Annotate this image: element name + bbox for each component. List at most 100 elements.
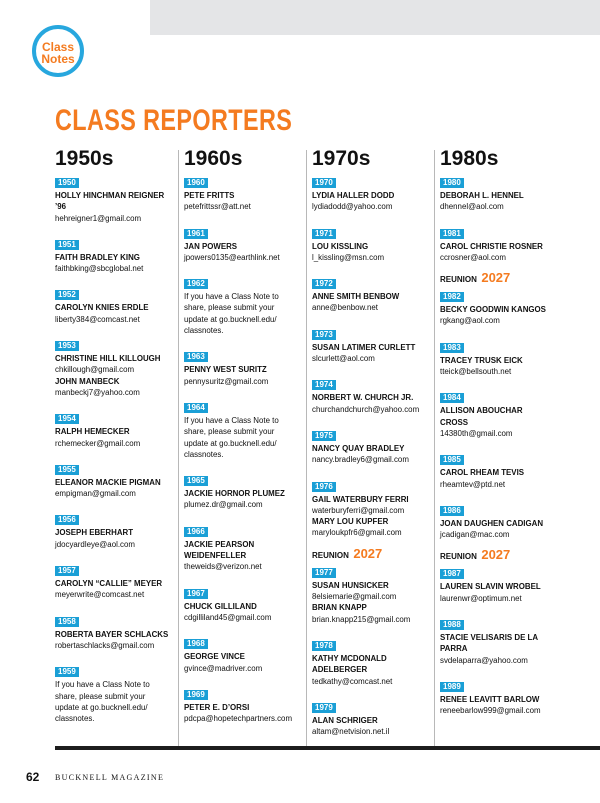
reporter-email: faithbking@sbcglobal.net (55, 264, 144, 274)
reporter-name: ALLISON ABOUCHAR (440, 406, 523, 416)
year-tag: 1974 (312, 380, 336, 391)
reporter-email: lydiadodd@yahoo.com (312, 202, 393, 212)
note-text: If you have a Class Note to (184, 292, 279, 302)
reporter-name: NANCY QUAY BRADLEY (312, 443, 405, 453)
reunion: REUNION 2027 (440, 548, 562, 562)
class-entry: 1980 DEBORAH L. HENNEL dhennel@aol.com (440, 172, 562, 213)
year-tag: 1968 (184, 639, 208, 650)
class-entry: 1965 JACKIE HORNOR PLUMEZ plumez.dr@gmail.… (184, 470, 306, 511)
class-entry: 1984 ALLISON ABOUCHAR CROSS 14380th@gmail.c… (440, 387, 562, 439)
reporter-email: jdocyardleye@aol.com (55, 539, 135, 549)
reporter-email: meyerwrite@comcast.net (55, 590, 145, 600)
class-entry: 1975 NANCY QUAY BRADLEY nancy.bradley6@gma… (312, 425, 434, 466)
reporter-email: petefrittssr@att.net (184, 202, 251, 212)
note-text: share, please submit your (55, 691, 146, 701)
class-entry: 1985 CAROL RHEAM TEVIS rheamtev@ptd.net (440, 449, 562, 490)
note-text: update at go.bucknell.edu/ (184, 314, 277, 324)
reporter-name: NORBERT W. CHURCH JR. (312, 393, 414, 403)
title: CLASS REPORTERS (55, 104, 293, 137)
reporter-email: rchemecker@gmail.com (55, 438, 141, 448)
reporter-name: BRIAN KNAPP (312, 603, 367, 613)
reporter-name: GEORGE VINCE (184, 652, 245, 662)
reporter-name: CAROLYN “CALLIE” MEYER (55, 579, 163, 589)
year-tag: 1957 (55, 566, 79, 577)
magazine-name: BUCKNELL MAGAZINE (55, 773, 165, 782)
class-entry: 1966 JACKIE PEARSON WEIDENFELLER theweids@v… (184, 521, 306, 573)
year-tag: 1980 (440, 178, 464, 188)
year-tag: 1972 (312, 279, 336, 290)
reporter-name: ’96 (55, 202, 66, 212)
top-bar (150, 0, 600, 35)
year-tag: 1975 (312, 430, 336, 441)
class-entry: 1950 HOLLY HINCHMAN REIGNER ’96 hehreigner1… (55, 172, 177, 224)
note-text: update at go.bucknell.edu/ (55, 702, 148, 712)
class-entry: 1970 LYDIA HALLER DODD lydiadodd@yahoo.com (312, 172, 434, 213)
reporter-email: nancy.bradley6@gmail.com (312, 455, 409, 465)
reporter-name: CHRISTINE HILL KILLOUGH (55, 354, 161, 364)
reporter-name: JAN POWERS (184, 241, 238, 251)
reporter-name: KATHY MCDONALD (312, 653, 387, 663)
year-tag: 1977 (312, 567, 336, 578)
year-tag: 1971 (312, 228, 336, 239)
reporter-email: plumez.dr@gmail.com (184, 500, 263, 510)
class-entry: 1981 CAROL CHRISTIE ROSNER ccrosner@aol.co… (440, 223, 562, 264)
reporter-email: rgkang@aol.com (440, 316, 500, 326)
column: 1970s 1970 LYDIA HALLER DODD lydiadodd@yaho… (312, 146, 434, 737)
reporter-email: svdelaparra@yahoo.com (440, 655, 528, 665)
reporter-email: l_kissling@msn.com (312, 252, 385, 262)
note-text: classnotes. (55, 714, 95, 724)
year-tag: 1976 (312, 481, 336, 492)
year-tag: 1970 (312, 178, 336, 188)
reporter-email: cdgilliland45@gmail.com (184, 612, 272, 622)
reporter-name: ALAN SCHRIGER (312, 715, 378, 725)
badge: Class Notes (32, 25, 84, 77)
reporter-name: PETER E. D’ORSI (184, 702, 250, 712)
column: 1980s 1980 DEBORAH L. HENNEL dhennel@aol.co… (440, 146, 562, 717)
reunion-year: 2027 (353, 545, 383, 561)
year-tag: 1967 (184, 588, 208, 599)
year-tag: 1966 (184, 526, 208, 537)
reporter-name: JOAN DAUGHEN CADIGAN (440, 518, 544, 528)
reporter-email: tedkathy@comcast.net (312, 676, 393, 686)
reporter-name: PARRA (440, 644, 468, 654)
note-text: share, please submit your (184, 303, 275, 313)
reporter-email: waterburyferri@gmail.com (312, 505, 405, 515)
reunion-year: 2027 (481, 270, 511, 286)
reporter-name: TRACEY TRUSK EICK (440, 355, 523, 365)
badge-line: Notes (41, 52, 75, 66)
class-entry: 1968 GEORGE VINCE gvince@madriver.com (184, 633, 306, 674)
reporter-email: reneebarlow999@gmail.com (440, 706, 541, 716)
year-tag: 1953 (55, 341, 79, 352)
reporter-email: 14380th@gmail.com (440, 428, 513, 438)
reporter-email: tteick@bellsouth.net (440, 367, 512, 377)
class-entry: 1982 BECKY GOODWIN KANGOS rgkang@aol.com (440, 286, 562, 327)
reporter-name: HOLLY HINCHMAN REIGNER (55, 191, 165, 200)
class-entry: 1989 RENEE LEAVITT BARLOW reneebarlow999@g… (440, 676, 562, 717)
year-tag: 1959 (55, 667, 79, 678)
reunion-label: REUNION (440, 275, 477, 285)
reporter-name: PENNY WEST SURITZ (184, 365, 267, 375)
year-tag: 1952 (55, 290, 79, 301)
class-entry: 1967 CHUCK GILLILAND cdgilliland45@gmail.c… (184, 583, 306, 624)
year-tag: 1964 (184, 402, 208, 413)
class-entry: 1987 LAUREN SLAVIN WROBEL laurenwr@optimum… (440, 563, 562, 604)
reporter-email: jcadigan@mac.com (440, 530, 510, 540)
column-rule (178, 150, 179, 746)
class-entry: 1979 ALAN SCHRIGER altam@netvision.net.il (312, 697, 434, 738)
reporter-name: DEBORAH L. HENNEL (440, 191, 524, 200)
year-tag: 1985 (440, 455, 464, 466)
reporter-name: ROBERTA BAYER SCHLACKS (55, 629, 169, 639)
reporter-email: maryloukpfr6@gmail.com (312, 528, 402, 538)
reporter-name: ADELBERGER (312, 665, 368, 675)
year-tag: 1955 (55, 464, 79, 475)
reporter-email: laurenwr@optimum.net (440, 593, 522, 603)
year-tag: 1969 (184, 689, 208, 700)
reporter-email: anne@benbow.net (312, 303, 378, 313)
reporter-email: rheamtev@ptd.net (440, 479, 506, 489)
reporter-name: JACKIE HORNOR PLUMEZ (184, 489, 285, 499)
reporter-name: RENEE LEAVITT BARLOW (440, 694, 540, 704)
reporter-email: jpowers0135@earthlink.net (184, 252, 280, 262)
year-tag: 1960 (184, 178, 208, 188)
reunion: REUNION 2027 (440, 271, 562, 285)
class-entry: 1961 JAN POWERS jpowers0135@earthlink.net (184, 223, 306, 264)
